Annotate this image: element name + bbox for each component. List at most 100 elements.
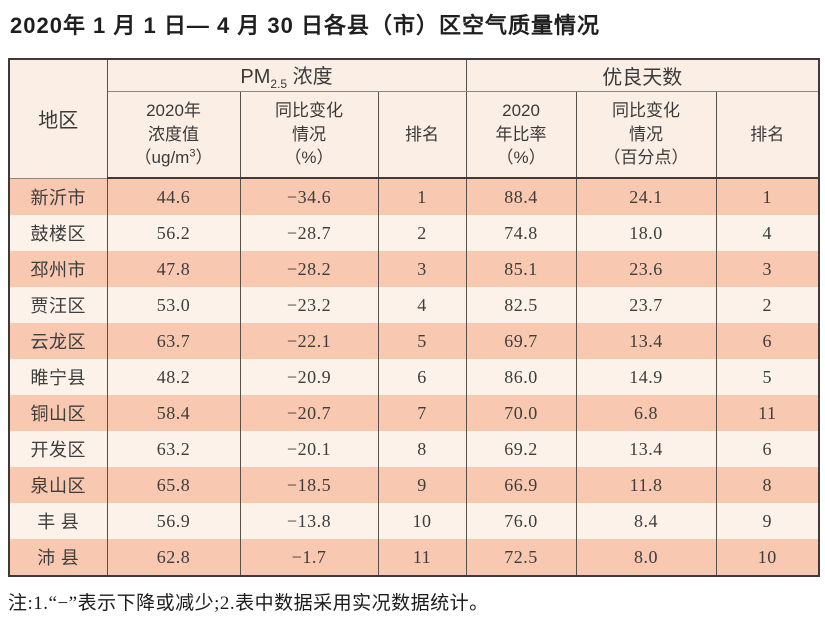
table-row: 开发区 63.2 −20.1 8 69.2 13.4 6 xyxy=(8,431,820,467)
value-cell: 9 xyxy=(715,503,820,539)
value-cell: −28.2 xyxy=(239,251,379,287)
days-yoy-label: 同比变化 情况 （百分点） xyxy=(603,100,689,168)
value-cell: 74.8 xyxy=(465,215,577,251)
value-cell: 8.0 xyxy=(575,539,717,576)
region-cell: 云龙区 xyxy=(8,323,108,359)
value-cell: −34.6 xyxy=(239,178,379,215)
header-sub-row: 2020年 浓度值 （ug/m3） 同比变化 情况 （%） 排名 2020 年比… xyxy=(9,91,820,179)
region-cell: 泉山区 xyxy=(8,467,108,503)
table-row: 邳州市 47.8 −28.2 3 85.1 23.6 3 xyxy=(8,251,820,287)
unit-suffix: ） xyxy=(195,148,213,168)
value-cell: 56.9 xyxy=(106,503,241,539)
table-row: 沛 县 62.8 −1.7 11 72.5 8.0 10 xyxy=(8,539,820,576)
region-cell: 贾汪区 xyxy=(8,287,108,323)
value-cell: 6 xyxy=(715,431,820,467)
region-cell: 睢宁县 xyxy=(8,359,108,395)
header-days-yoy-change: 同比变化 情况 （百分点） xyxy=(575,91,717,179)
header-group-good-days: 优良天数 xyxy=(465,59,820,92)
value-cell: 82.5 xyxy=(465,287,577,323)
value-cell: 56.2 xyxy=(106,215,241,251)
value-cell: 5 xyxy=(377,323,467,359)
value-cell: 13.4 xyxy=(575,323,717,359)
header-region: 地区 xyxy=(8,59,108,179)
value-cell: 62.8 xyxy=(106,539,241,576)
footnote: 注:1.“−”表示下降或减少;2.表中数据采用实况数据统计。 xyxy=(8,593,489,614)
pm25-label: PM xyxy=(240,66,271,88)
value-cell: 11.8 xyxy=(575,467,717,503)
value-cell: 7 xyxy=(377,395,467,431)
table-row: 泉山区 65.8 −18.5 9 66.9 11.8 8 xyxy=(8,467,820,503)
value-cell: 13.4 xyxy=(575,431,717,467)
value-cell: −20.9 xyxy=(239,359,379,395)
unit-superscript: 3 xyxy=(189,147,196,160)
region-cell: 鼓楼区 xyxy=(8,215,108,251)
value-cell: 47.8 xyxy=(106,251,241,287)
value-cell: 8.4 xyxy=(575,503,717,539)
table-row: 睢宁县 48.2 −20.9 6 86.0 14.9 5 xyxy=(8,359,820,395)
header-group-pm25: PM2.5 浓度 xyxy=(106,59,467,92)
value-cell: 11 xyxy=(377,539,467,576)
header-pm-yoy-change: 同比变化 情况 （%） xyxy=(239,91,379,179)
value-cell: −18.5 xyxy=(239,467,379,503)
pm25-subscript: 2.5 xyxy=(270,77,288,91)
value-cell: 86.0 xyxy=(465,359,577,395)
value-cell: −13.8 xyxy=(239,503,379,539)
days-ratio-label: 2020 年比率 （%） xyxy=(495,100,547,168)
value-cell: 2 xyxy=(377,215,467,251)
region-cell: 丰 县 xyxy=(8,503,108,539)
value-cell: −20.7 xyxy=(239,395,379,431)
value-cell: 10 xyxy=(377,503,467,539)
header-days-rank: 排名 xyxy=(715,91,820,179)
value-cell: 76.0 xyxy=(465,503,577,539)
page-title: 2020年 1 月 1 日— 4 月 30 日各县（市）区空气质量情况 xyxy=(10,13,601,38)
value-cell: 1 xyxy=(715,178,820,215)
concentration-unit: （ug/m3） xyxy=(110,146,238,170)
table-row: 贾汪区 53.0 −23.2 4 82.5 23.7 2 xyxy=(8,287,820,323)
value-cell: 48.2 xyxy=(106,359,241,395)
value-cell: 6.8 xyxy=(575,395,717,431)
region-cell: 开发区 xyxy=(8,431,108,467)
region-cell: 沛 县 xyxy=(8,539,108,576)
value-cell: −28.7 xyxy=(239,215,379,251)
table-header: 地区 PM2.5 浓度 优良天数 2020年 浓度值 （ug/m3） 同比变化 … xyxy=(8,59,820,179)
region-cell: 新沂市 xyxy=(8,178,108,215)
value-cell: 70.0 xyxy=(465,395,577,431)
value-cell: 10 xyxy=(715,539,820,576)
value-cell: 69.2 xyxy=(465,431,577,467)
header-group-row: 地区 PM2.5 浓度 优良天数 xyxy=(8,59,820,179)
value-cell: 24.1 xyxy=(575,178,717,215)
value-cell: 65.8 xyxy=(106,467,241,503)
value-cell: 88.4 xyxy=(465,178,577,215)
value-cell: −1.7 xyxy=(239,539,379,576)
table-row: 新沂市 44.6 −34.6 1 88.4 24.1 1 xyxy=(8,178,820,215)
table-row: 铜山区 58.4 −20.7 7 70.0 6.8 11 xyxy=(8,395,820,431)
value-cell: 11 xyxy=(715,395,820,431)
pm25-label-suffix: 浓度 xyxy=(287,66,333,88)
value-cell: 6 xyxy=(715,323,820,359)
value-cell: 14.9 xyxy=(575,359,717,395)
value-cell: −23.2 xyxy=(239,287,379,323)
value-cell: 2 xyxy=(715,287,820,323)
header-days-ratio: 2020 年比率 （%） xyxy=(465,91,577,179)
value-cell: 4 xyxy=(377,287,467,323)
value-cell: −20.1 xyxy=(239,431,379,467)
value-cell: 4 xyxy=(715,215,820,251)
value-cell: 23.6 xyxy=(575,251,717,287)
value-cell: 5 xyxy=(715,359,820,395)
value-cell: 63.7 xyxy=(106,323,241,359)
value-cell: 72.5 xyxy=(465,539,577,576)
value-cell: 3 xyxy=(377,251,467,287)
value-cell: 58.4 xyxy=(106,395,241,431)
air-quality-table: 地区 PM2.5 浓度 优良天数 2020年 浓度值 （ug/m3） 同比变化 … xyxy=(8,58,821,577)
value-cell: 66.9 xyxy=(465,467,577,503)
table-row: 云龙区 63.7 −22.1 5 69.7 13.4 6 xyxy=(8,323,820,359)
concentration-label: 2020年 浓度值 xyxy=(146,100,201,144)
unit-prefix: （ug/m xyxy=(134,148,190,168)
value-cell: 3 xyxy=(715,251,820,287)
value-cell: 69.7 xyxy=(465,323,577,359)
value-cell: 18.0 xyxy=(575,215,717,251)
value-cell: 23.7 xyxy=(575,287,717,323)
table-row: 丰 县 56.9 −13.8 10 76.0 8.4 9 xyxy=(8,503,820,539)
value-cell: 44.6 xyxy=(106,178,241,215)
value-cell: 6 xyxy=(377,359,467,395)
